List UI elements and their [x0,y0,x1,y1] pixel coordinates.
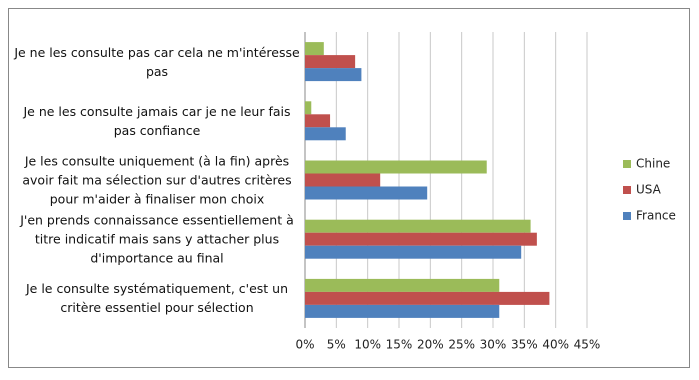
legend-label: France [636,209,676,223]
bar [305,291,550,305]
bar [305,68,362,82]
bar [305,127,346,141]
x-tick-label: 0% [295,338,314,352]
bar [305,278,500,292]
bar [305,101,312,115]
y-tick-label: Je ne les consulte pas car cela ne m'int… [14,44,300,79]
legend-swatch [623,212,631,220]
x-tick-label: 45% [574,338,601,352]
bar [305,42,324,56]
bar [305,219,531,233]
y-tick-label: Je les consulte uniquement (à la fin) ap… [22,153,292,207]
bar [305,55,356,69]
legend-label: USA [636,183,662,197]
x-tick-label: 20% [417,338,444,352]
y-tick-label: Je le consulte systématiquement, c'est u… [25,281,289,316]
x-tick-label: 30% [480,338,507,352]
bar [305,173,381,187]
x-tick-label: 10% [354,338,381,352]
x-tick-label: 25% [448,338,475,352]
legend-swatch [623,160,631,168]
y-tick-label: J'en prends connaissance essentiellement… [20,212,294,266]
x-tick-label: 40% [542,338,569,352]
x-tick-label: 35% [511,338,538,352]
y-tick-label: Je ne les consulte jamais car je ne leur… [23,103,291,138]
bar [305,160,487,174]
bar [305,186,428,200]
x-tick-label: 5% [327,338,346,352]
bar [305,232,537,246]
bar [305,304,500,318]
bar [305,245,522,259]
legend-label: Chine [636,157,670,171]
bar [305,114,331,128]
legend-swatch [623,186,631,194]
x-tick-label: 15% [386,338,413,352]
chart-border [8,8,690,368]
